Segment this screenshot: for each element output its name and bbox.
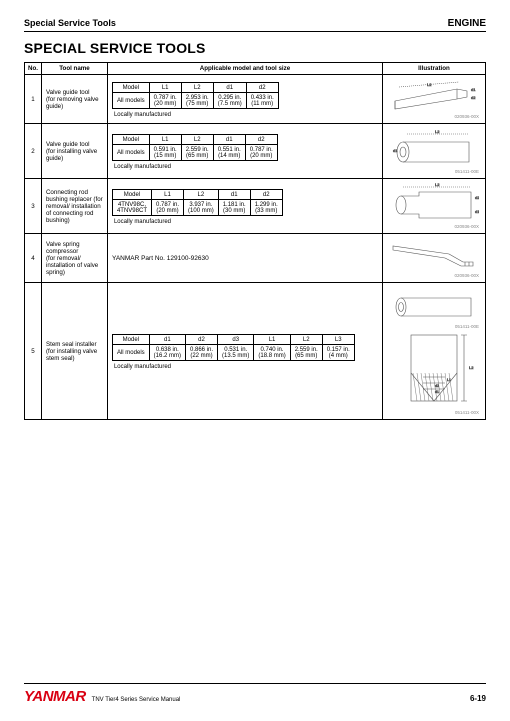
svg-text:d2: d2 <box>471 95 476 100</box>
svg-text:d1: d1 <box>471 87 476 92</box>
locally-manufactured: Locally manufactured <box>112 111 378 118</box>
col-spec: Applicable model and tool size <box>107 63 382 75</box>
tool-spec: Modeld1d2d3L1L2L3All models0.638 in. (16… <box>107 283 382 420</box>
illustration-cell: L2 d2 d1 020936-00X <box>383 179 486 234</box>
table-row: 5Stem seal installer (for installing val… <box>25 283 486 420</box>
illustration-cell: 020936-00X <box>383 234 486 283</box>
illustration-code: 020936-00X <box>387 114 481 119</box>
row-no: 3 <box>25 179 42 234</box>
col-ill: Illustration <box>383 63 486 75</box>
locally-manufactured: Locally manufactured <box>112 363 378 370</box>
illustration-icon: L2 d2 d1 <box>389 183 479 223</box>
row-no: 4 <box>25 234 42 283</box>
row-no: 1 <box>25 75 42 124</box>
page-number: 6-19 <box>470 694 486 703</box>
illustration-code: 020936-00X <box>387 224 481 229</box>
illustration-icon: L2 d2 d1 L1 <box>389 329 479 409</box>
svg-text:L2: L2 <box>435 129 440 134</box>
tool-spec: YANMAR Part No. 129100-92630 <box>107 234 382 283</box>
illustration-icon: L2 d1 <box>389 128 479 168</box>
svg-text:L2: L2 <box>435 183 440 187</box>
tool-name: Valve guide tool (for installing valve g… <box>41 124 107 179</box>
tool-name: Connecting rod bushing replacer (for rem… <box>41 179 107 234</box>
part-number: YANMAR Part No. 129100-92630 <box>112 255 378 262</box>
svg-text:d2: d2 <box>475 195 479 200</box>
table-row: 3Connecting rod bushing replacer (for re… <box>25 179 486 234</box>
brand-logo: YANMAR <box>24 688 86 705</box>
tool-name: Valve spring compressor (for removal/ in… <box>41 234 107 283</box>
locally-manufactured: Locally manufactured <box>112 218 378 225</box>
svg-text:d1: d1 <box>435 390 439 394</box>
page-title: SPECIAL SERVICE TOOLS <box>24 40 486 56</box>
tool-spec: ModelL1L2d1d2All models0.591 in. (15 mm)… <box>107 124 382 179</box>
svg-text:L2: L2 <box>427 82 432 87</box>
page-footer: YANMAR TNV Tier4 Series Service Manual 6… <box>24 683 486 705</box>
illustration-cell: L2 d1 d2 020936-00X <box>383 75 486 124</box>
page-header: Special Service Tools ENGINE <box>24 18 486 32</box>
tool-spec: ModelL1L2d1d2All models0.787 in. (20 mm)… <box>107 75 382 124</box>
tool-spec: ModelL1L2d1d24TNV98C, 4TNV98CT0.787 in. … <box>107 179 382 234</box>
illustration-cell: 051411-00E L2 d2 d1 L1 051411-00X <box>383 283 486 420</box>
col-no: No. <box>25 63 42 75</box>
locally-manufactured: Locally manufactured <box>112 163 378 170</box>
header-left: Special Service Tools <box>24 18 116 29</box>
illustration-cell: L2 d1 051411-00E <box>383 124 486 179</box>
illustration-icon <box>389 238 479 272</box>
illustration-code: 020936-00X <box>387 273 481 278</box>
illustration-icon: L2 d1 d2 <box>389 79 479 113</box>
header-right: ENGINE <box>448 18 486 29</box>
svg-text:d2: d2 <box>435 384 439 388</box>
illustration-icon <box>389 287 479 323</box>
svg-text:d1: d1 <box>393 148 398 153</box>
footer-left: YANMAR TNV Tier4 Series Service Manual <box>24 688 180 705</box>
illustration-code: 051411-00X <box>387 410 481 415</box>
row-no: 2 <box>25 124 42 179</box>
manual-title: TNV Tier4 Series Service Manual <box>92 697 181 703</box>
tool-name: Stem seal installer (for installing valv… <box>41 283 107 420</box>
svg-text:L2: L2 <box>469 365 474 370</box>
illustration-code: 051411-00E <box>387 169 481 174</box>
table-row: 1Valve guide tool (for removing valve gu… <box>25 75 486 124</box>
col-name: Tool name <box>41 63 107 75</box>
tools-table: No. Tool name Applicable model and tool … <box>24 62 486 420</box>
table-row: 4Valve spring compressor (for removal/ i… <box>25 234 486 283</box>
svg-text:d1: d1 <box>475 209 479 214</box>
svg-text:L1: L1 <box>447 378 451 382</box>
table-row: 2Valve guide tool (for installing valve … <box>25 124 486 179</box>
row-no: 5 <box>25 283 42 420</box>
tool-name: Valve guide tool (for removing valve gui… <box>41 75 107 124</box>
